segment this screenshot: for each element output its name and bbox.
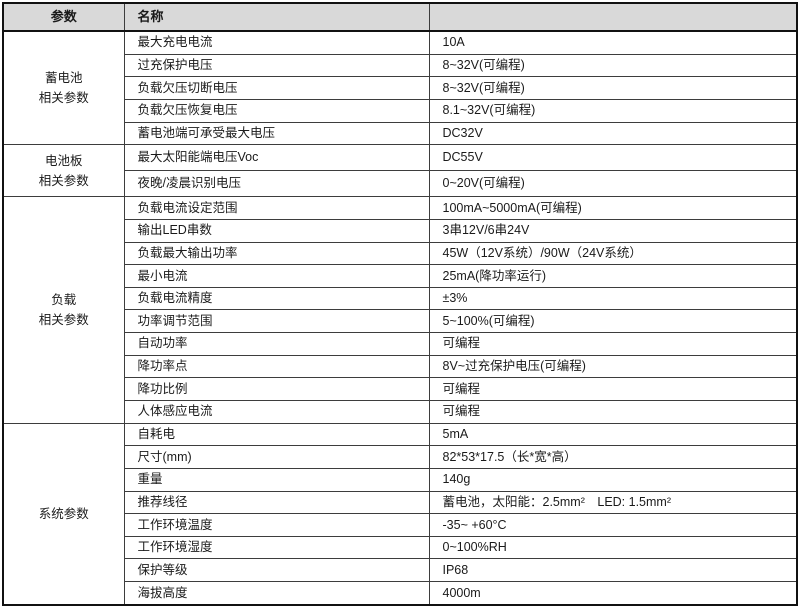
spec-value-cell: 0~100%RH	[428, 535, 798, 560]
spec-name-cell: 过充保护电压	[123, 53, 430, 78]
spec-table: 参数 名称 蓄电池 相关参数 最大充电电流 10A 过充保护电压 8~32V(可编程) 负…	[2, 2, 798, 606]
table-row: 系统参数 自耗电 5mA	[2, 422, 798, 606]
table-row: 海拔高度 4000m	[3, 581, 798, 606]
spec-value-cell: 140g	[428, 467, 798, 492]
header-cell-value	[428, 2, 798, 32]
table-row: 自动功率 可编程	[3, 332, 798, 356]
table-row: 工作环境湿度 0~100%RH	[3, 535, 798, 560]
header-row: 参数 名称	[2, 2, 798, 32]
table-row: 夜晚/凌晨识别电压 0~20V(可编程)	[3, 170, 798, 198]
spec-value-cell: 可编程	[428, 332, 798, 356]
spec-value-cell: 8.1~32V(可编程)	[428, 99, 798, 123]
spec-value-cell: 3串12V/6串24V	[428, 218, 798, 243]
spec-name-cell: 负载电流精度	[123, 286, 430, 311]
spec-value-cell: ±3%	[428, 286, 798, 311]
param-group-cell: 蓄电池 相关参数	[2, 30, 125, 146]
spec-name-cell: 负载最大输出功率	[123, 241, 430, 266]
spec-name-cell: 负载欠压切断电压	[123, 76, 430, 101]
table-row: 负载 相关参数 负载电流设定范围 100mA~5000mA(可编程)	[2, 196, 798, 424]
spec-table-header: 参数 名称	[2, 2, 798, 32]
spec-name-cell: 最大充电电流	[123, 30, 430, 55]
param-group-cell: 负载 相关参数	[2, 196, 125, 424]
param-group-cell: 电池板 相关参数	[2, 144, 125, 198]
spec-name-cell: 尺寸(mm)	[123, 445, 430, 469]
spec-name-cell: 夜晚/凌晨识别电压	[123, 170, 430, 198]
spec-value-cell: 5~100%(可编程)	[428, 309, 798, 334]
table-row: 最小电流 25mA(降功率运行)	[3, 264, 798, 288]
spec-name-cell: 工作环境湿度	[123, 535, 430, 560]
table-row: 推荐线径 蓄电池，太阳能：2.5mm² LED: 1.5mm²	[3, 490, 798, 515]
table-row: 蓄电池 相关参数 最大充电电流 10A	[2, 30, 798, 146]
header-cell-param: 参数	[2, 2, 125, 32]
table-row: 尺寸(mm) 82*53*17.5（长*宽*高）	[3, 445, 798, 469]
spec-table-body: 蓄电池 相关参数 最大充电电流 10A 过充保护电压 8~32V(可编程) 负载欠压切断电…	[2, 30, 798, 606]
spec-name-cell: 功率调节范围	[123, 309, 430, 334]
spec-name-cell: 负载欠压恢复电压	[123, 99, 430, 123]
table-row: 人体感应电流 可编程	[3, 400, 798, 424]
spec-value-cell: 82*53*17.5（长*宽*高）	[428, 445, 798, 469]
table-row: 输出LED串数 3串12V/6串24V	[3, 218, 798, 243]
spec-value-cell: 蓄电池，太阳能：2.5mm² LED: 1.5mm²	[428, 490, 798, 515]
table-row: 电池板 相关参数 最大太阳能端电压Voc DC55V	[2, 144, 798, 198]
spec-name-cell: 降功率点	[123, 354, 430, 379]
spec-value-cell: 25mA(降功率运行)	[428, 264, 798, 288]
spec-name-cell: 推荐线径	[123, 490, 430, 515]
spec-name-cell: 自耗电	[123, 422, 430, 447]
spec-name-cell: 保护等级	[123, 558, 430, 583]
spec-value-cell: 8~32V(可编程)	[428, 76, 798, 101]
spec-name-cell: 最大太阳能端电压Voc	[123, 144, 430, 172]
header-cell-name: 名称	[123, 2, 430, 32]
spec-name-cell: 蓄电池端可承受最大电压	[123, 121, 430, 146]
table-row: 降功比例 可编程	[3, 377, 798, 401]
spec-value-cell: IP68	[428, 558, 798, 583]
spec-value-cell: 可编程	[428, 377, 798, 401]
spec-name-cell: 海拔高度	[123, 581, 430, 606]
spec-value-cell: 0~20V(可编程)	[428, 170, 798, 198]
param-group-cell: 系统参数	[2, 422, 125, 606]
spec-name-cell: 自动功率	[123, 332, 430, 356]
spec-value-cell: 10A	[428, 30, 798, 55]
spec-name-cell: 重量	[123, 467, 430, 492]
spec-value-cell: 8~32V(可编程)	[428, 53, 798, 78]
spec-value-cell: 45W（12V系统）/90W（24V系统）	[428, 241, 798, 266]
spec-value-cell: 5mA	[428, 422, 798, 447]
spec-value-cell: DC32V	[428, 121, 798, 146]
spec-value-cell: 100mA~5000mA(可编程)	[428, 196, 798, 220]
spec-name-cell: 最小电流	[123, 264, 430, 288]
spec-name-cell: 负载电流设定范围	[123, 196, 430, 220]
spec-value-cell: -35~ +60°C	[428, 513, 798, 537]
spec-value-cell: DC55V	[428, 144, 798, 172]
spec-value-cell: 4000m	[428, 581, 798, 606]
table-row: 负载欠压恢复电压 8.1~32V(可编程)	[3, 99, 798, 123]
spec-name-cell: 降功比例	[123, 377, 430, 401]
spec-name-cell: 人体感应电流	[123, 400, 430, 424]
table-row: 工作环境温度 -35~ +60°C	[3, 513, 798, 537]
spec-name-cell: 输出LED串数	[123, 218, 430, 243]
spec-value-cell: 8V~过充保护电压(可编程)	[428, 354, 798, 379]
spec-value-cell: 可编程	[428, 400, 798, 424]
spec-name-cell: 工作环境温度	[123, 513, 430, 537]
